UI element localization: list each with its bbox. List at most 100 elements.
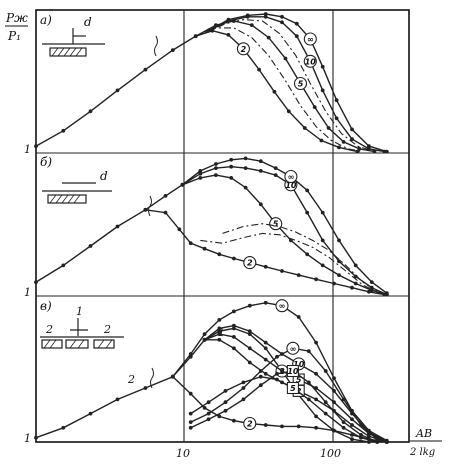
- panel-0-series-5-point-0: [206, 28, 211, 33]
- panel-0-series-2-point-5: [283, 56, 288, 61]
- panel-2-series-0-point-9: [232, 418, 236, 423]
- panel-1-series-2-line: [182, 165, 388, 296]
- panel-1-series-1-point-10: [305, 252, 310, 257]
- panel-2-series-2-point-9: [314, 340, 318, 345]
- panel-2-series-2-point-6: [263, 300, 268, 305]
- panel-2-series-6-point-2: [223, 389, 228, 393]
- panel-1-series-0-point-10: [232, 256, 236, 261]
- panel-2-series-5-point-11: [384, 440, 389, 444]
- panel-2-series-4-point-3: [247, 346, 252, 351]
- panel-1-series-2-point-8: [305, 210, 310, 215]
- panel-1-series-1-point-1: [163, 194, 168, 198]
- panel-1-series-0-point-0: [34, 280, 38, 284]
- panel-2-series-2-tag: ∞: [279, 302, 286, 311]
- plot-frame: [35, 9, 410, 443]
- panel-0-series-5-point-11: [384, 149, 389, 154]
- panel-2-series-0-point-0: [34, 435, 38, 440]
- panel-0-series-5-point-10: [367, 144, 371, 149]
- panel-2-series-3-point-4: [263, 371, 268, 376]
- panel-1-series-3-point-2: [214, 162, 218, 166]
- panel-2-series-5-point-3: [247, 329, 252, 334]
- panel-2-series-8-point-0: [188, 425, 193, 430]
- panel-2-series-8-point-9: [341, 420, 346, 424]
- panel-0-series-2-tag: 5: [298, 80, 304, 89]
- panel-2-series-5-point-0: [202, 337, 207, 342]
- panel-2-series-8-point-1: [206, 417, 211, 422]
- panel-1-series-2-point-4: [243, 166, 248, 171]
- panel-1-series-3-point-9: [320, 210, 325, 215]
- panel-2-series-0-point-13: [296, 424, 301, 429]
- panel-0-series-0-tag-marker: [236, 42, 250, 56]
- panel-0-series-3-line: [204, 19, 375, 153]
- panel-1-series-1-point-11: [320, 263, 325, 268]
- panel-1-series-3-point-13: [384, 291, 389, 296]
- panel-1-series-0-point-16: [332, 281, 336, 286]
- panel-a-label: a): [40, 13, 52, 27]
- panel-1-series-3-point-12: [369, 280, 374, 284]
- panel-c-baseline-tick: 1: [24, 432, 31, 445]
- panel-0-series-5-point-2: [245, 13, 250, 18]
- panel-0-series-0-point-12: [286, 109, 291, 114]
- panel-0-series-4-point-10: [367, 146, 371, 151]
- panel-1-series-0-point-5: [163, 210, 168, 215]
- panel-2-series-6-point-1: [206, 400, 211, 405]
- x-axis-label: AB 2 lkg: [409, 427, 442, 458]
- panel-1-series-0-tag-marker: [243, 256, 257, 270]
- panel-1-series-3-point-5: [258, 159, 263, 164]
- panel-2-series-2-point-5: [247, 303, 252, 308]
- panel-1-series-0-line: [35, 209, 385, 296]
- panel-2-series-0-point-4: [143, 386, 148, 390]
- panel-0-series-5-point-9: [350, 127, 354, 132]
- panel-2-series-7-point-2: [223, 400, 228, 405]
- panel-0-series-0-point-3: [115, 88, 120, 93]
- panel-1-series-0-point-18: [367, 289, 371, 294]
- panel-2-series-7-point-0: [188, 420, 193, 424]
- panel-2-series-7-point-7: [306, 349, 311, 353]
- panel-1-series-0-point-9: [217, 252, 222, 257]
- panel-1-series-0-point-8: [202, 246, 207, 251]
- panel-2-series-6-point-8: [323, 411, 328, 416]
- panel-1-series-0-point-1: [61, 263, 66, 268]
- panel-2-series-1-point-4: [232, 326, 236, 331]
- panel-2-series-4-point-5: [280, 369, 284, 373]
- panel-1-series-1-point-5: [229, 176, 234, 180]
- panel-2-series-0-point-2: [88, 411, 93, 416]
- panel-2-series-8-point-8: [323, 400, 328, 405]
- panel-1-series-0-tag: 2: [247, 259, 253, 268]
- panel-2-series-2-point-8: [296, 315, 301, 319]
- panel-2-series-5-point-2: [232, 323, 236, 328]
- panel-a-baseline-tick: 1: [24, 143, 31, 156]
- panel-0-series-4-tag: 10: [305, 57, 317, 66]
- panel-2-series-1-point-3: [217, 329, 222, 334]
- panel-2-series-0-point-14: [314, 425, 318, 430]
- panel-0-series-2-point-10: [357, 146, 362, 151]
- panel-2-series-7-tag: ∞: [290, 344, 297, 353]
- panel-1-series-2-point-3: [229, 164, 234, 169]
- inset-c-top-label: 1: [76, 305, 83, 318]
- panel-0-series-0-point-13: [302, 126, 307, 130]
- x-label-numerator: AB: [415, 427, 432, 440]
- panel-1-series-3-tag: ∞: [288, 173, 295, 182]
- panel-2-series-6-point-9: [341, 425, 346, 430]
- panel-1-series-1-point-0: [143, 207, 148, 212]
- panel-0-series-4-point-3: [263, 14, 268, 19]
- panel-1-series-1-line: [145, 174, 387, 296]
- panel-2-series-8-point-10: [359, 433, 363, 437]
- panel-0-series-0-point-10: [257, 67, 261, 72]
- panel-0-series-2-point-3: [249, 23, 254, 27]
- panel-1-series-1-point-6: [243, 185, 248, 190]
- panel-0-series-5-point-5: [294, 21, 299, 26]
- panel-2-series-3-point-7: [314, 397, 318, 402]
- panel-2-series-0-point-12: [280, 424, 284, 429]
- panel-0-series-0-point-4: [143, 67, 148, 72]
- panel-0-series-1-line: [195, 27, 363, 153]
- panel-2-series-3-point-2: [232, 346, 236, 351]
- panel-2-series-7-point-3: [241, 386, 246, 390]
- panel-1-series-3-point-10: [337, 238, 341, 243]
- panel-2-series-5-point-7: [314, 371, 318, 376]
- panel-2-series-3-point-9: [350, 423, 354, 427]
- panel-2-series-7-point-8: [323, 369, 328, 373]
- inset-c-left-label: 2: [45, 323, 53, 336]
- panel-2-series-7-point-10: [359, 423, 363, 427]
- panel-2-series-0-tag-marker: [243, 416, 257, 431]
